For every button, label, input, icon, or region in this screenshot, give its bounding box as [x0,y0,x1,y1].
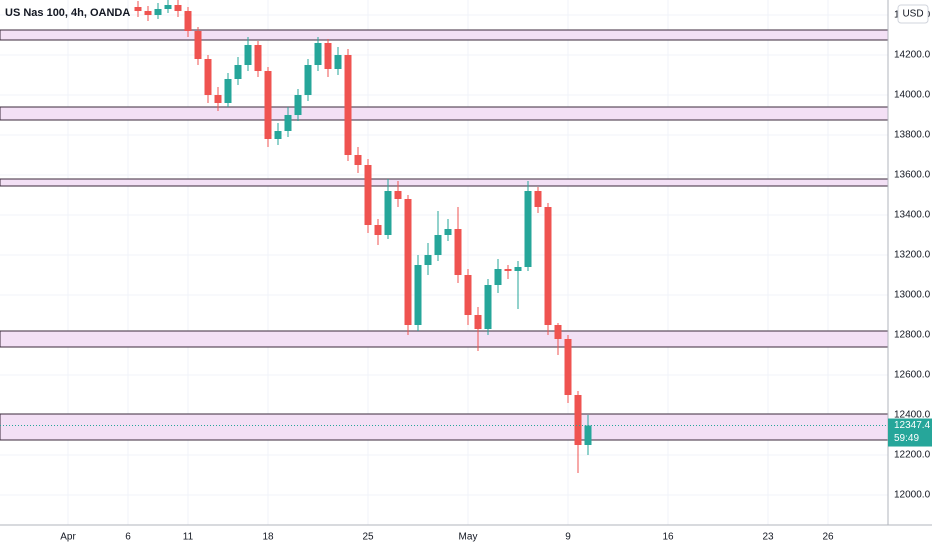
candle-body [324,43,332,69]
candle-body [264,71,272,139]
candle-body [414,265,422,325]
x-tick-label: 18 [262,532,274,543]
candle-body [314,43,322,65]
candle-body [544,207,552,325]
candle-body [224,79,232,103]
x-tick-label: 26 [822,532,834,543]
candle-body [454,229,462,275]
y-tick-label: 12600.0 [894,370,931,381]
candle-body [304,65,312,95]
zone [0,330,889,348]
candle-body [284,115,292,131]
candle-body [204,59,212,95]
candle-body [404,199,412,325]
candle-body [534,191,542,207]
candle-body [424,255,432,265]
candle-body [334,55,342,69]
y-tick-label: 13800.0 [894,130,931,141]
x-tick-label: 6 [125,532,131,543]
candle-body [254,45,262,71]
candle-body [444,229,452,235]
x-tick-label: 9 [565,532,571,543]
x-tick-label: 25 [362,532,374,543]
candle-body [524,191,532,267]
y-tick-label: 14000.0 [894,90,931,101]
x-tick-label: Apr [60,532,76,543]
x-tick-label: 11 [183,532,194,543]
candles [0,0,888,473]
candle-body [174,5,182,11]
zone [0,178,889,187]
currency-button[interactable] [897,4,929,24]
x-tick-label: 23 [762,532,774,543]
candle-body [134,7,142,11]
candle-body [244,45,252,65]
zones [0,29,889,441]
y-tick-label: 12000.0 [894,490,931,501]
y-tick-label: 13400.0 [894,210,931,221]
candle-body [274,131,282,139]
last-price-label: 12347.4 [894,420,931,431]
x-tick-label: May [459,532,478,543]
candle-body [344,55,352,155]
x-tick-label: 16 [662,532,674,543]
candle-body [514,267,522,271]
candle-body [294,95,302,115]
candle-body [364,165,372,225]
candle-body [464,275,472,315]
chart-title: US Nas 100, 4h, OANDA [5,7,130,19]
candle-body [494,269,502,285]
y-tick-label: 13000.0 [894,290,931,301]
y-tick-label: 13600.0 [894,170,931,181]
currency-label[interactable]: USD [902,9,923,20]
candle-body [234,65,242,79]
zone [0,29,889,41]
candle-body [214,95,222,103]
y-tick-label: 12400.0 [894,410,931,421]
candle-body [394,191,402,199]
candle-body [194,31,202,59]
candle-body [504,269,512,271]
candle-body [434,235,442,255]
zone [0,106,889,121]
candle-body [144,11,152,15]
candle-body [374,225,382,235]
candle-body [154,9,162,15]
candle-body [584,425,592,445]
last-price-box [888,418,932,447]
y-tick-label: 12200.0 [894,450,931,461]
candle-body [164,5,172,9]
candle-body [384,191,392,235]
candle-body [184,11,192,31]
candle-body [484,285,492,329]
grid [0,0,888,525]
y-tick-label: 12800.0 [894,330,931,341]
candle-body [474,315,482,329]
candle-body [354,155,362,165]
candle-body [574,395,582,445]
candle-body [554,325,562,339]
zone [0,413,889,441]
candle-body [564,339,572,395]
countdown-label: 59:49 [894,433,919,444]
y-tick-label: 14200.0 [894,50,931,61]
y-tick-label: 13200.0 [894,250,931,261]
